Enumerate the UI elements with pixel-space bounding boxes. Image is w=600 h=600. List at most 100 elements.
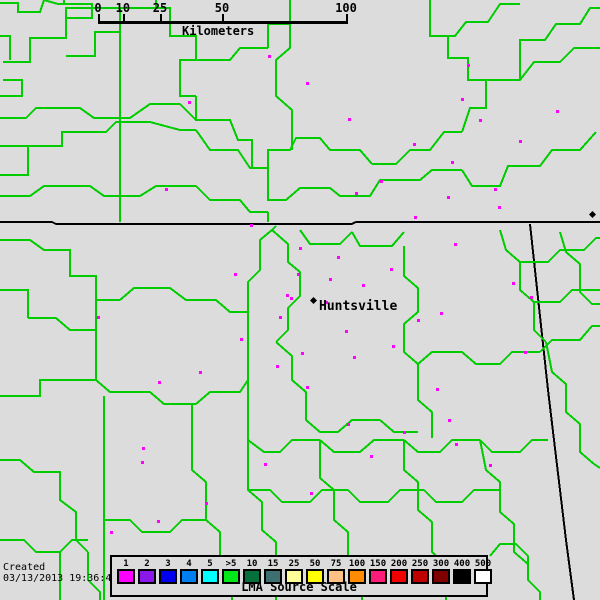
lma-source-point: [110, 531, 113, 534]
legend-color-swatch: [222, 569, 240, 584]
legend-entry[interactable]: 2: [137, 559, 157, 584]
lma-source-point: [165, 188, 168, 191]
lma-source-point: [337, 256, 340, 259]
lma-source-point: [325, 301, 328, 304]
lma-source-point: [199, 371, 202, 374]
legend-entry[interactable]: 150: [368, 559, 388, 584]
lma-source-point: [455, 443, 458, 446]
lma-source-point: [276, 365, 279, 368]
legend-entry-label: 150: [369, 559, 387, 569]
legend-entry[interactable]: 1: [116, 559, 136, 584]
legend-entry-label: 400: [453, 559, 471, 569]
scale-bar-title: Kilometers: [182, 24, 255, 38]
scale-tick-label: 100: [335, 1, 357, 15]
state-border-tn-al: [0, 221, 600, 225]
legend-color-swatch: [306, 569, 324, 584]
legend-entry[interactable]: 100: [347, 559, 367, 584]
legend-entry[interactable]: 10: [242, 559, 262, 584]
legend-entry[interactable]: 400: [452, 559, 472, 584]
state-border-al-ga: [529, 223, 575, 600]
legend-entry[interactable]: 4: [179, 559, 199, 584]
legend-entry[interactable]: 250: [410, 559, 430, 584]
lma-source-point: [440, 312, 443, 315]
legend-entry[interactable]: 15: [263, 559, 283, 584]
lma-source-point: [448, 419, 451, 422]
lma-source-point: [494, 188, 497, 191]
legend-entry[interactable]: 50: [305, 559, 325, 584]
legend-swatch-row: 1 2 3 4 5 >5 10 15 25 50 75 100 150 200 250 300 400 500: [116, 559, 494, 584]
legend-color-swatch: [117, 569, 135, 584]
lma-source-point: [205, 502, 208, 505]
legend-entry-label: 500: [474, 559, 492, 569]
legend-entry-label: 15: [267, 559, 279, 569]
lma-source-point: [479, 119, 482, 122]
legend-entry[interactable]: 25: [284, 559, 304, 584]
lma-source-point: [417, 319, 420, 322]
lma-source-point: [348, 118, 351, 121]
lma-source-point: [380, 180, 383, 183]
lma-source-point: [286, 294, 289, 297]
lma-source-point: [297, 273, 300, 276]
lma-source-point: [299, 247, 302, 250]
scale-tick-label: 0: [94, 1, 102, 15]
legend-entry[interactable]: >5: [221, 559, 241, 584]
legend-color-swatch: [264, 569, 282, 584]
lma-source-point: [512, 282, 515, 285]
scale-tick: [122, 14, 125, 24]
legend-color-swatch: [180, 569, 198, 584]
legend-entry[interactable]: 200: [389, 559, 409, 584]
legend-panel[interactable]: 1 2 3 4 5 >5 10 15 25 50 75 100 150 200 250 300 400 500 L…: [110, 555, 492, 597]
legend-color-swatch: [159, 569, 177, 584]
legend-entry[interactable]: 75: [326, 559, 346, 584]
lma-source-point: [556, 110, 559, 113]
legend-title: LMA Source Scale: [241, 580, 357, 594]
legend-color-swatch: [432, 569, 450, 584]
legend-color-swatch: [411, 569, 429, 584]
legend-color-swatch: [327, 569, 345, 584]
legend-entry-label: 300: [432, 559, 450, 569]
legend-color-swatch: [348, 569, 366, 584]
legend-entry-label: 75: [330, 559, 342, 569]
legend-entry[interactable]: 5: [200, 559, 220, 584]
lma-source-point: [362, 284, 365, 287]
lma-source-point: [347, 423, 350, 426]
legend-entry-label: 250: [411, 559, 429, 569]
scale-tick: [222, 14, 224, 24]
legend-entry[interactable]: 300: [431, 559, 451, 584]
legend-color-swatch: [201, 569, 219, 584]
legend-entry-label: 2: [144, 559, 150, 569]
lma-source-point: [264, 463, 267, 466]
county-boundaries-south: [0, 225, 600, 600]
lma-source-point: [329, 278, 332, 281]
county-boundaries: [0, 0, 600, 222]
legend-entry-label: >5: [225, 559, 237, 569]
lma-source-point: [489, 464, 492, 467]
legend-entry-label: 200: [390, 559, 408, 569]
lma-source-point: [250, 224, 253, 227]
legend-entry[interactable]: 500: [473, 559, 493, 584]
diamond-marker-icon: [310, 297, 317, 304]
lma-source-point: [403, 431, 406, 434]
lma-source-point: [530, 296, 533, 299]
lma-source-point: [519, 140, 522, 143]
created-timestamp: 03/13/2013 19:36:43: [3, 573, 118, 584]
lma-source-point: [454, 243, 457, 246]
lma-source-point: [353, 356, 356, 359]
legend-entry-label: 100: [348, 559, 366, 569]
legend-color-swatch: [474, 569, 492, 584]
legend-color-swatch: [138, 569, 156, 584]
scale-tick: [98, 14, 100, 24]
lma-source-point: [240, 338, 243, 341]
lma-source-point: [306, 386, 309, 389]
lma-source-point: [345, 330, 348, 333]
legend-entry[interactable]: 3: [158, 559, 178, 584]
legend-color-swatch: [453, 569, 471, 584]
legend-entry-label: 50: [309, 559, 321, 569]
station-diamond-marker-icon: [589, 211, 596, 218]
created-stamp: Created 03/13/2013 19:36:43: [3, 562, 117, 584]
lma-source-point: [451, 161, 454, 164]
